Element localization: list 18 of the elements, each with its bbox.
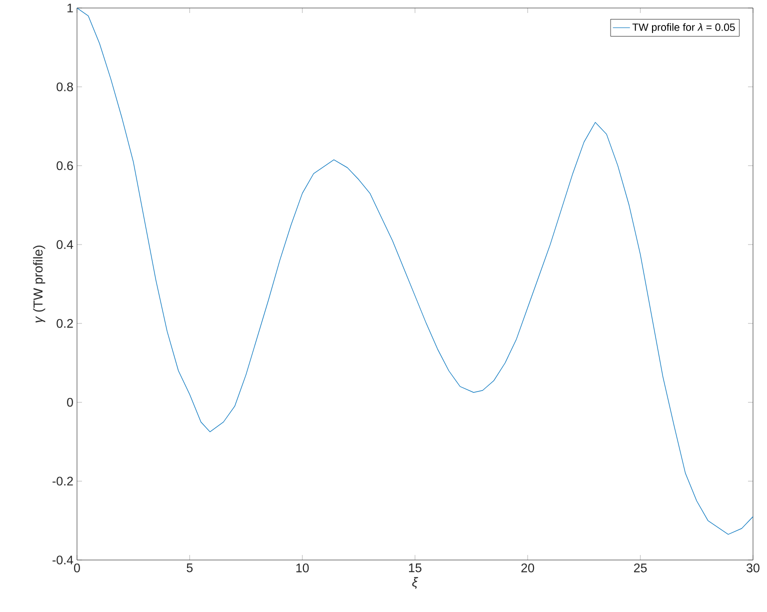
y-tick-label: 0 — [67, 398, 73, 407]
y-tick-label: 1 — [68, 4, 73, 12]
x-tick-label: 10 — [296, 564, 309, 572]
x-tick-label: 30 — [746, 564, 760, 572]
y-tick-label: 0.2 — [56, 319, 73, 328]
y-axis-title: γ (TW profile) — [33, 246, 46, 322]
y-tick-label: -0.4 — [52, 556, 74, 564]
x-tick-label: 15 — [409, 564, 422, 572]
x-axis-title: ξ — [412, 577, 418, 589]
x-tick-label: 5 — [186, 564, 193, 572]
y-tick-label: 0.6 — [56, 161, 73, 170]
x-tick-label: 20 — [521, 564, 534, 572]
x-tick-label: 0 — [74, 564, 80, 572]
y-tick-label: 0.4 — [56, 240, 74, 249]
y-tick-label: -0.2 — [52, 476, 73, 486]
x-tick-label: 25 — [634, 564, 647, 572]
y-tick-label: 0.8 — [56, 82, 73, 92]
legend-label: TW profile for λ = 0.05 — [632, 23, 735, 33]
